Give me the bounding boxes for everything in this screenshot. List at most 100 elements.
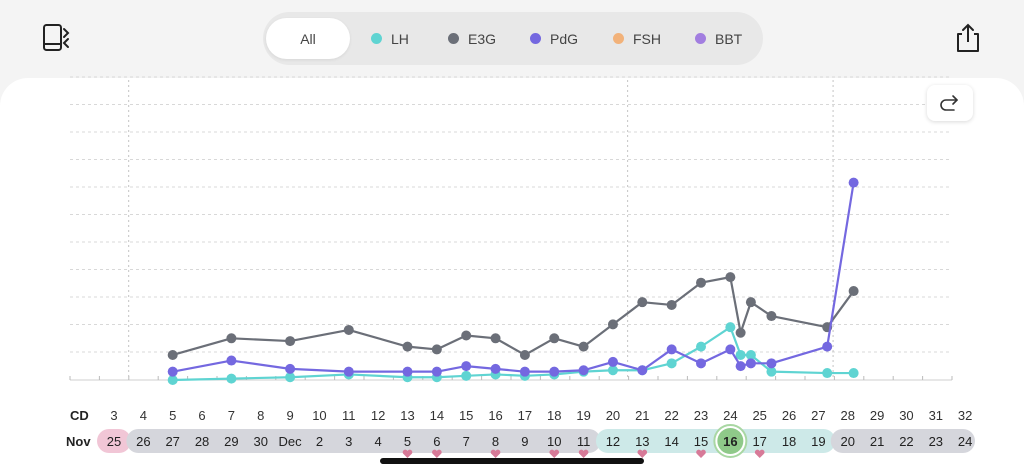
cycle-day-label: 31 <box>929 408 943 423</box>
data-point-e3g <box>745 297 756 308</box>
cycle-day-label: 16 <box>488 408 502 423</box>
filter-pdg[interactable]: PdG <box>530 18 578 59</box>
date-label: 14 <box>664 434 678 449</box>
data-point-lh <box>725 322 736 333</box>
series-line-e3g <box>172 276 855 357</box>
data-point-pdg <box>431 366 442 377</box>
data-point-pdg <box>848 177 859 188</box>
cycle-day-label: 17 <box>518 408 532 423</box>
filter-e3g[interactable]: E3G <box>448 18 496 59</box>
date-label: 22 <box>899 434 913 449</box>
cycle-day-label: 15 <box>459 408 473 423</box>
heart-icon <box>432 449 442 458</box>
date-label: 8 <box>492 434 499 449</box>
cycle-day-label: 18 <box>547 408 561 423</box>
cycle-day-label: 5 <box>169 408 176 423</box>
filter-bbt-label: BBT <box>715 30 743 47</box>
date-label: 15 <box>694 434 708 449</box>
filter-lh-label: LH <box>391 30 409 47</box>
heart-icon <box>696 449 706 458</box>
cycle-day-label: 30 <box>899 408 913 423</box>
data-point-lh <box>226 373 237 384</box>
data-point-e3g <box>519 349 530 360</box>
share-icon[interactable] <box>950 20 986 56</box>
filter-e3g-label: E3G <box>468 30 497 47</box>
lh-dot <box>371 33 382 44</box>
data-point-pdg <box>735 361 746 372</box>
data-point-pdg <box>461 361 472 372</box>
data-point-e3g <box>461 330 472 341</box>
cycle-day-label: 11 <box>342 408 356 423</box>
data-point-e3g <box>578 341 589 352</box>
cycle-day-label: 21 <box>635 408 649 423</box>
data-point-pdg <box>822 341 833 352</box>
heart-icon <box>549 449 560 458</box>
data-point-e3g <box>725 272 736 283</box>
date-label: 20 <box>841 434 855 449</box>
date-label: 3 <box>345 434 352 449</box>
date-label: 4 <box>375 434 382 449</box>
cycle-day-label: 4 <box>140 408 147 423</box>
cycle-day-label: 8 <box>257 408 264 423</box>
cycle-day-label: 3 <box>110 408 117 423</box>
data-point-pdg <box>666 344 677 355</box>
data-point-lh <box>696 341 706 352</box>
date-label: 25 <box>107 434 121 449</box>
redo-arrow-icon <box>940 95 958 111</box>
cycle-day-label: 27 <box>811 408 825 423</box>
e3g-dot <box>448 33 459 44</box>
book-sync-icon[interactable] <box>38 20 74 56</box>
date-label: 7 <box>463 434 470 449</box>
cycle-day-label: 10 <box>312 408 326 423</box>
data-point-lh <box>766 366 777 377</box>
redo-button[interactable] <box>927 85 973 121</box>
data-point-pdg <box>637 365 648 376</box>
cycle-day-label: 26 <box>782 408 796 423</box>
data-point-e3g <box>549 333 560 344</box>
filter-pdg-label: PdG <box>550 30 579 47</box>
fsh-dot <box>613 33 624 44</box>
data-point-pdg <box>402 366 413 377</box>
cycle-day-label: 28 <box>841 408 855 423</box>
date-label: 10 <box>547 434 561 449</box>
cycle-day-label: 12 <box>371 408 385 423</box>
cd-row-label: CD <box>70 408 89 423</box>
cycle-day-label: 14 <box>430 408 444 423</box>
data-point-e3g <box>285 336 296 347</box>
data-point-lh <box>167 375 178 385</box>
cycle-day-label: 13 <box>400 408 414 423</box>
date-label: 2 <box>316 434 323 449</box>
data-point-e3g <box>637 297 648 308</box>
date-label: 5 <box>404 434 411 449</box>
date-label: 23 <box>929 434 943 449</box>
cycle-day-label: 23 <box>694 408 708 423</box>
cycle-day-label: 25 <box>752 408 766 423</box>
date-label: 30 <box>254 434 268 449</box>
cycle-day-label: 32 <box>958 408 972 423</box>
filter-lh[interactable]: LH <box>371 18 409 59</box>
series-line-pdg <box>172 182 855 373</box>
data-point-lh <box>461 370 472 381</box>
filter-all[interactable]: All <box>266 18 350 59</box>
heart-icon <box>490 449 501 458</box>
data-point-e3g <box>167 349 178 360</box>
data-point-pdg <box>226 355 237 366</box>
data-point-e3g <box>343 324 354 335</box>
date-label: 17 <box>752 434 766 449</box>
filter-bbt[interactable]: BBT <box>695 18 742 59</box>
bbt-dot <box>695 33 706 44</box>
data-point-e3g <box>848 286 859 297</box>
data-point-e3g <box>666 299 677 310</box>
heart-icon <box>578 449 589 458</box>
data-point-pdg <box>745 358 756 369</box>
month-label: Nov <box>66 434 91 449</box>
date-group-pill <box>830 429 975 453</box>
cycle-day-label: 19 <box>576 408 590 423</box>
cycle-day-label: 20 <box>606 408 620 423</box>
data-point-e3g <box>735 327 746 338</box>
date-label: 11 <box>577 434 591 449</box>
filter-fsh[interactable]: FSH <box>613 18 661 59</box>
data-point-lh <box>285 372 296 383</box>
data-point-pdg <box>578 365 589 376</box>
